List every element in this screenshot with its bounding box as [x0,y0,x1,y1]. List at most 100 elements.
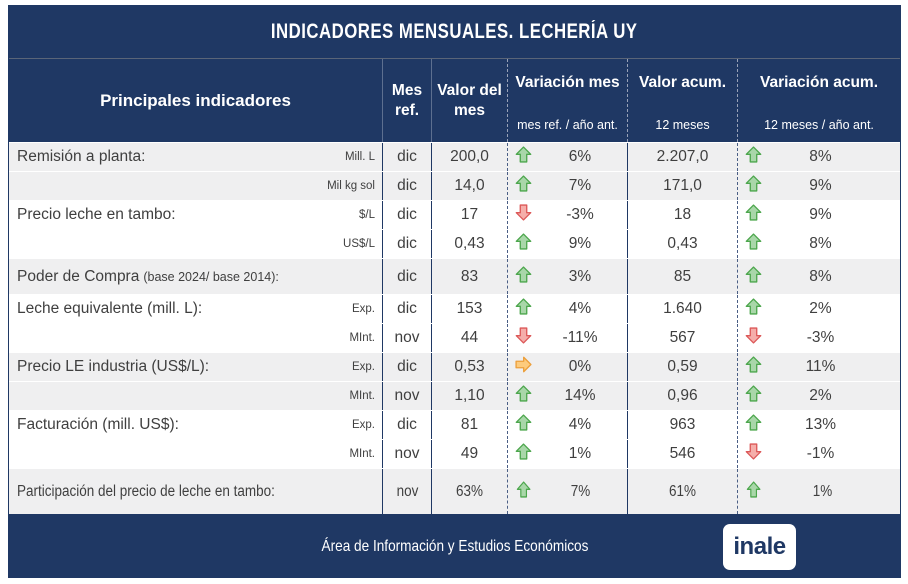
trend-up-icon [738,355,771,379]
indicator-label: Poder de Compra (base 2024/ base 2014): [17,267,279,285]
valor-mes-value: 0,53 [454,358,485,375]
valor-acum-value: 2.207,0 [656,148,709,165]
valor-acum-value: 85 [673,267,692,285]
mes-ref-value: nov [394,387,420,404]
variacion-mes-value: 4% [568,300,592,317]
variacion-acum-value: 2% [809,300,832,317]
indicator-label: Facturación (mill. US$): [17,416,179,433]
indicator-label: Precio LE industria (US$/L): [17,358,210,375]
variacion-acum-value: 9% [809,177,832,194]
footer-text: Área de Información y Estudios Económico… [321,537,588,555]
valor-mes-value: 63% [456,482,483,500]
trend-up-icon [740,480,769,504]
inale-logo: inale [723,523,796,570]
footer: Área de Información y Estudios Económico… [9,514,900,577]
variacion-acum-value: 9% [809,206,832,223]
mes-ref-value: dic [397,177,417,194]
valor-mes-value: 153 [456,300,483,317]
table-row: Mil kg sol dic 14,0 7% 171,0 9% [9,171,900,200]
table-row: Facturación (mill. US$): Exp. dic 81 4% 9… [9,410,900,439]
col-header-variacion-acum: Variación acum. 12 meses / año ant. [737,59,900,142]
variacion-mes-value: 1% [568,445,592,462]
valor-acum-value: 963 [669,416,696,433]
valor-mes-value: 1,10 [454,387,485,404]
trend-down-icon [508,203,541,227]
table-row: MInt. nov 49 1% 546 -1% [9,439,900,468]
valor-acum-value: 171,0 [663,177,702,194]
valor-acum-value: 0,59 [667,358,698,375]
variacion-mes-value: 7% [570,482,591,500]
trend-up-icon [508,232,541,256]
variacion-mes-value: -11% [562,329,598,346]
mes-ref-value: dic [397,206,417,223]
table-header: Principales indicadores Mes ref. Valor d… [9,59,900,142]
indicator-unit: Exp. [351,303,375,315]
trend-flat-icon [508,355,541,379]
variacion-acum-value: 11% [805,358,836,375]
indicator-unit: Exp. [351,361,375,373]
trend-up-icon [508,174,541,198]
mes-ref-value: dic [397,235,417,252]
variacion-acum-value: 8% [809,148,832,165]
table-row: Poder de Compra (base 2024/ base 2014): d… [9,258,900,294]
valor-mes-value: 83 [460,267,479,285]
variacion-mes-value: -3% [566,206,594,223]
variacion-acum-value: 13% [804,416,837,433]
trend-up-icon [738,265,771,289]
valor-acum-value: 546 [669,445,696,462]
variacion-mes-value: 4% [568,416,592,433]
trend-down-icon [738,326,771,350]
indicator-unit: Mil kg sol [327,180,375,192]
table-row: Precio LE industria (US$/L): Exp. dic 0,5… [9,352,900,381]
valor-acum-value: 18 [673,206,692,223]
indicator-unit: US$/L [343,238,375,250]
table-row: Leche equivalente (mill. L): Exp. dic 153… [9,294,900,323]
col-header-valor-mes: Valor del mes [437,82,502,119]
col-header-indicadores: Principales indicadores [100,90,291,110]
variacion-mes-value: 7% [568,177,592,194]
table-body: Remisión a planta: Mill. L dic 200,0 6% 2… [9,142,900,514]
trend-up-icon [738,413,771,437]
variacion-acum-value: 1% [812,482,833,500]
table-row: Precio leche en tambo: $/L dic 17 -3% 18 … [9,200,900,229]
indicator-label-note: (base 2024/ base 2014): [143,269,279,284]
indicator-unit: Mill. L [344,151,375,163]
variacion-acum-value: 2% [809,387,832,404]
indicator-unit: Exp. [351,419,375,431]
table-row: Remisión a planta: Mill. L dic 200,0 6% 2… [9,142,900,171]
variacion-acum-value: -1% [806,445,835,462]
trend-up-icon [508,297,541,321]
variacion-mes-value: 9% [568,235,592,252]
valor-mes-value: 81 [460,416,479,433]
indicator-unit: MInt. [349,332,375,344]
trend-up-icon [738,232,771,256]
table-row: US$/L dic 0,43 9% 0,43 8% [9,229,900,258]
title-banner: INDICADORES MENSUALES. LECHERÍA UY [9,6,900,59]
variacion-acum-value: -3% [806,329,835,346]
table-row: Participación del precio de leche en tam… [9,468,900,514]
table-row: MInt. nov 1,10 14% 0,96 2% [9,381,900,410]
trend-up-icon [508,442,541,466]
valor-mes-value: 200,0 [450,148,489,165]
indicator-label: Leche equivalente (mill. L): [17,300,203,317]
trend-up-icon [508,413,541,437]
trend-up-icon [738,174,771,198]
valor-mes-value: 44 [460,329,479,346]
col-header-valor-acum: Valor acum. 12 meses [627,59,737,142]
inale-logo-text: inale [733,532,786,560]
variacion-acum-value: 8% [809,235,832,252]
valor-mes-value: 14,0 [454,177,485,194]
indicator-label: Precio leche en tambo: [17,206,176,223]
mes-ref-value: dic [397,416,417,433]
valor-mes-value: 17 [460,206,479,223]
trend-up-icon [508,265,541,289]
indicator-unit: MInt. [349,390,375,402]
trend-up-icon [508,145,541,169]
trend-up-icon [738,203,771,227]
valor-acum-value: 1.640 [663,300,702,317]
valor-mes-value: 49 [460,445,479,462]
mes-ref-value: nov [396,482,418,500]
table-row: MInt. nov 44 -11% 567 -3% [9,323,900,352]
trend-up-icon [508,384,541,408]
variacion-acum-value: 8% [809,267,832,285]
